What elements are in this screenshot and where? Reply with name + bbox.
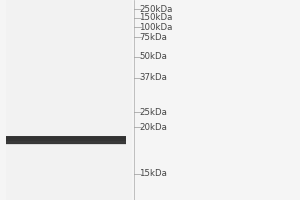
Bar <box>6 137 126 141</box>
Text: 100kDa: 100kDa <box>140 22 173 31</box>
Bar <box>6 143 126 145</box>
Text: 20kDa: 20kDa <box>140 122 167 132</box>
Text: 75kDa: 75kDa <box>140 32 167 42</box>
Text: 25kDa: 25kDa <box>140 108 167 116</box>
Text: 37kDa: 37kDa <box>140 73 167 82</box>
Text: 15kDa: 15kDa <box>140 170 167 178</box>
Text: 50kDa: 50kDa <box>140 52 167 61</box>
Bar <box>6 136 126 139</box>
Text: 150kDa: 150kDa <box>140 14 173 22</box>
Bar <box>6 136 126 144</box>
Text: 250kDa: 250kDa <box>140 4 173 14</box>
Bar <box>6 0 132 200</box>
